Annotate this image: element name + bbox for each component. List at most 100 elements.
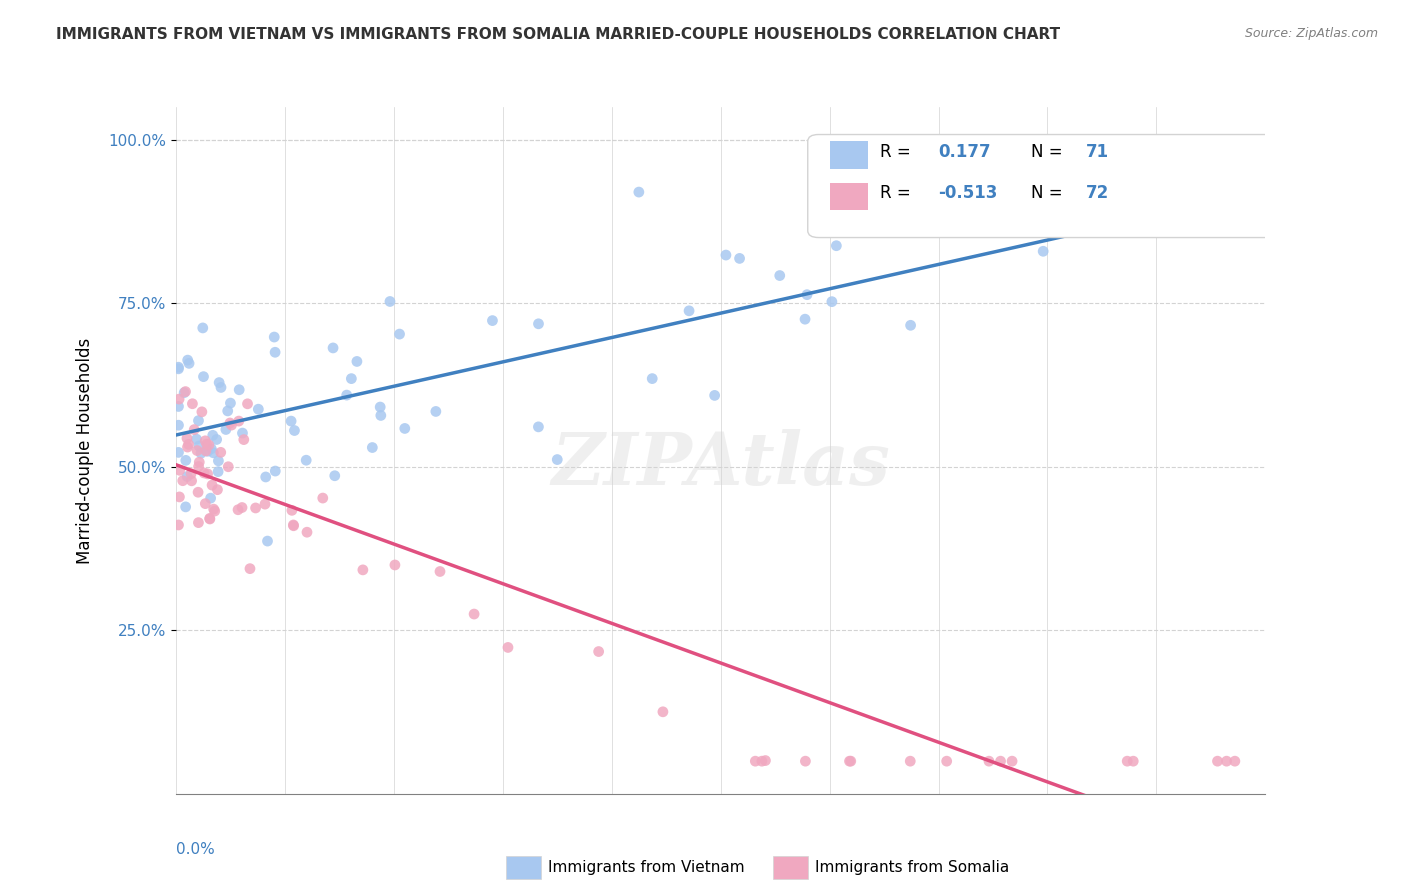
Point [990,754,1012,768]
Point [198,438,221,452]
Y-axis label: Married-couple Households: Married-couple Households [76,337,94,564]
Point [283,518,305,533]
Point [264,345,287,359]
Point [283,424,305,438]
Point [187,459,209,474]
Point [221,418,243,433]
Point [191,405,214,419]
Point [769,268,792,283]
Text: Immigrants from Vietnam: Immigrants from Vietnam [548,860,745,874]
Point [346,354,368,368]
Point [167,518,190,533]
Point [1122,754,1144,768]
Point [253,497,276,511]
Point [176,353,198,368]
Point [256,534,278,549]
Point [245,500,267,515]
Point [194,434,217,448]
Point [744,754,766,768]
Point [678,303,700,318]
Point [197,467,219,481]
Point [231,426,253,441]
Point [796,287,818,301]
Point [496,640,519,655]
Point [1223,754,1246,768]
Point [207,483,229,497]
Point [217,404,239,418]
Text: 0.0%: 0.0% [176,842,215,857]
Point [588,644,610,658]
Point [641,371,664,385]
FancyBboxPatch shape [807,135,1277,237]
Text: N =: N = [1031,184,1069,202]
Point [838,754,860,768]
Point [228,414,250,428]
Point [169,490,191,504]
Point [176,440,198,454]
Point [194,444,217,458]
Text: N =: N = [1031,143,1069,161]
Point [236,397,259,411]
Point [1032,244,1054,259]
Point [187,516,209,530]
Point [174,500,197,514]
Point [207,454,229,468]
Point [201,478,224,492]
Point [183,423,205,437]
Text: -0.513: -0.513 [939,184,998,202]
Point [340,371,363,385]
Point [167,360,190,375]
Point [187,485,209,500]
Point [336,388,359,402]
Point [1001,754,1024,768]
Point [202,502,225,516]
Point [204,504,226,518]
Point [1116,754,1139,768]
Text: ZIPAtlas: ZIPAtlas [551,429,890,500]
Point [208,376,231,390]
Text: IMMIGRANTS FROM VIETNAM VS IMMIGRANTS FROM SOMALIA MARRIED-COUPLE HOUSEHOLDS COR: IMMIGRANTS FROM VIETNAM VS IMMIGRANTS FR… [56,27,1060,42]
Point [839,754,862,768]
Point [167,392,190,406]
Text: Source: ZipAtlas.com: Source: ZipAtlas.com [1244,27,1378,40]
Point [794,312,817,326]
Point [176,469,198,483]
Point [198,511,221,525]
Point [186,432,208,446]
Point [186,443,208,458]
Text: R =: R = [880,184,915,202]
Point [167,361,190,376]
Point [177,356,200,370]
Point [295,525,318,540]
Point [527,317,550,331]
Text: Immigrants from Somalia: Immigrants from Somalia [815,860,1010,874]
Point [247,402,270,417]
FancyBboxPatch shape [830,141,868,169]
Point [219,396,242,410]
Text: 71: 71 [1085,143,1109,161]
Point [280,414,302,428]
Point [368,400,391,414]
Point [188,455,211,469]
Point [527,420,550,434]
Point [181,397,204,411]
Point [209,445,232,459]
Point [264,464,287,478]
Point [728,252,751,266]
Point [174,384,197,399]
Point [957,204,980,219]
Point [977,754,1000,768]
Point [231,500,253,515]
Point [193,466,215,480]
Point [239,562,262,576]
Point [202,446,225,460]
Point [283,518,305,533]
Point [209,380,232,394]
Point [188,439,211,453]
Point [900,318,922,333]
Point [429,565,451,579]
Point [217,459,239,474]
Point [198,512,221,526]
Point [754,754,776,768]
Point [226,502,249,516]
